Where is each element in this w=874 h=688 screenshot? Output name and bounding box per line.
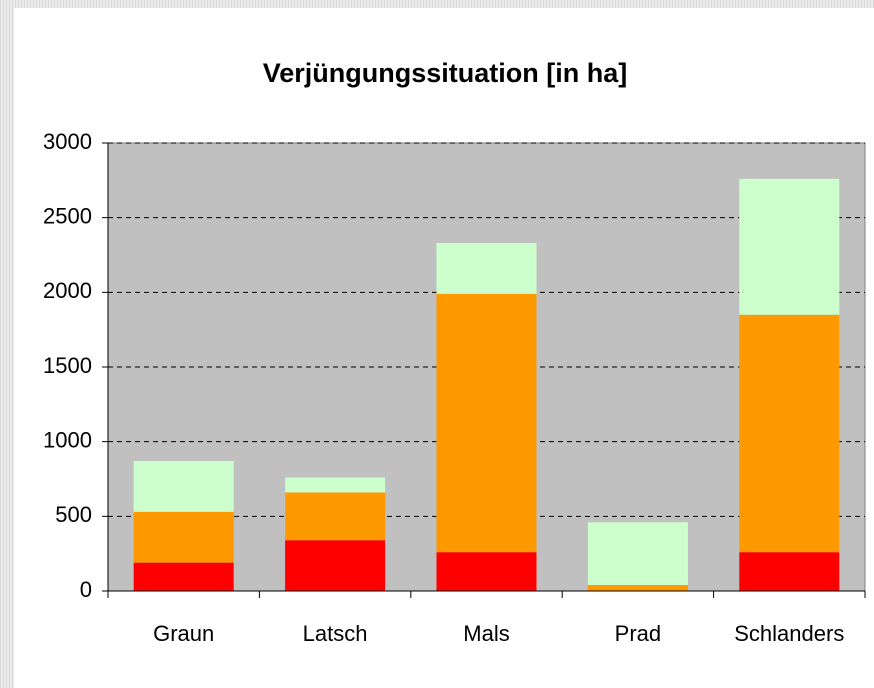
- bar-segment: [436, 243, 537, 294]
- y-tick-label: 500: [55, 502, 92, 527]
- bar-segment: [285, 492, 386, 541]
- x-tick-label: Mals: [463, 621, 509, 646]
- bar-segment: [436, 552, 537, 591]
- bar-segment: [436, 293, 537, 553]
- bar-segment: [133, 562, 234, 591]
- bar-segment: [739, 178, 840, 315]
- x-tick-label: Schlanders: [734, 621, 844, 646]
- y-tick-label: 2000: [43, 278, 92, 303]
- bar-segment: [285, 540, 386, 591]
- chart-title: Verjüngungssituation [in ha]: [263, 58, 628, 88]
- bar-segment: [739, 314, 840, 553]
- bar-segment: [133, 511, 234, 563]
- bar-segment: [739, 552, 840, 591]
- bar-segment: [587, 585, 688, 591]
- y-tick-label: 0: [80, 577, 92, 602]
- bar-segment: [133, 461, 234, 512]
- y-tick-label: 1500: [43, 353, 92, 378]
- x-tick-label: Graun: [153, 621, 214, 646]
- bar-segment: [285, 477, 386, 493]
- x-tick-label: Prad: [615, 621, 661, 646]
- y-tick-label: 3000: [43, 129, 92, 154]
- y-tick-label: 2500: [43, 203, 92, 228]
- y-tick-label: 1000: [43, 427, 92, 452]
- x-tick-label: Latsch: [303, 621, 368, 646]
- bar-segment: [587, 522, 688, 586]
